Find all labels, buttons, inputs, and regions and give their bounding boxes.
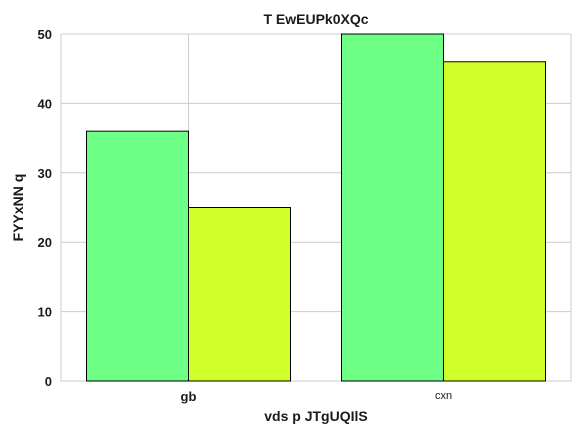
y-tick-label: 40 [38,96,52,111]
y-tick-label: 50 [38,27,52,42]
y-tick-label: 0 [45,374,52,389]
y-axis-ticks: 0 10 20 30 40 50 [38,27,52,389]
y-tick-label: 20 [38,235,52,250]
plot-area-frame [60,33,572,382]
bars [86,33,546,382]
x-tick-label: gb [181,389,197,404]
x-axis-ticks: gb cxn [181,389,453,404]
y-tick-label: 10 [38,305,52,320]
x-axis-label: vds p JTgUQIlS [264,408,367,424]
chart-title: T EwEUPk0XQc [263,11,368,27]
bar-gb-series-1 [86,130,189,382]
x-tick-label: cxn [435,390,452,402]
y-axis-label: FYYxNN q [10,174,26,242]
bar-gb-series-2 [188,207,291,382]
y-tick-label: 30 [38,166,52,181]
bar-cxn-series-2 [443,61,546,382]
bar-cxn-series-1 [341,33,444,382]
